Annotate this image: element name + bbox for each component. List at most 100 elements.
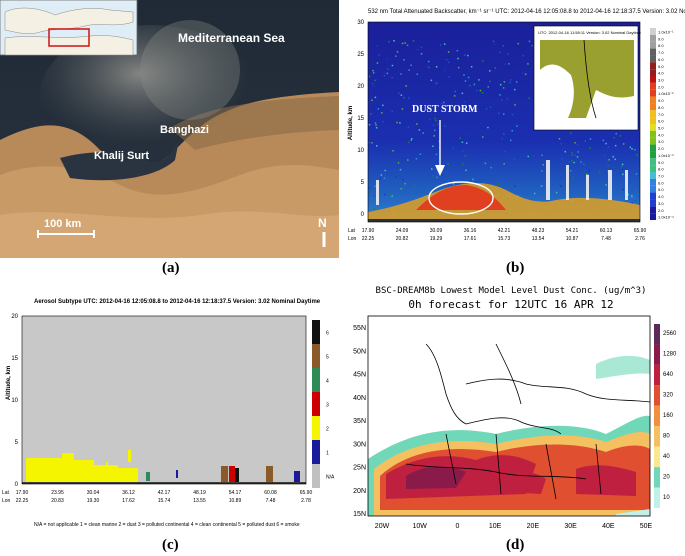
north-label: N [318,216,327,230]
backscatter-speckle [503,133,505,135]
backscatter-speckle [514,185,516,187]
colorbar-swatch [650,151,656,159]
backscatter-speckle [379,177,382,180]
backscatter-speckle [447,163,449,165]
backscatter-speckle [627,193,629,196]
panel-d-dust-forecast: BSC-DREAM8b Lowest Model Level Dust Conc… [346,284,685,540]
colorbar-swatch [650,185,656,193]
lat-tick-label: 30.04 [87,490,100,496]
backscatter-speckle [461,141,464,143]
backscatter-speckle [435,153,438,156]
backscatter-speckle [411,138,413,140]
backscatter-speckle [634,200,636,202]
backscatter-speckle [373,195,376,197]
backscatter-speckle [472,179,474,181]
backscatter-speckle [450,107,452,110]
backscatter-speckle [612,155,614,158]
colorbar-swatch [650,130,656,138]
backscatter-speckle [390,184,393,186]
backscatter-speckle [463,100,466,103]
colorbar-swatch [650,76,656,83]
backscatter-speckle [420,53,423,55]
backscatter-speckle [487,86,489,88]
dust-colorbar-swatch [654,385,660,406]
backscatter-speckle [410,64,412,66]
backscatter-speckle [631,202,633,204]
backscatter-speckle [478,79,480,81]
lat-tick-label: 23.95 [51,490,64,496]
backscatter-speckle [498,183,500,185]
y-tick-label: 25 [357,52,364,58]
backscatter-speckle [598,171,601,173]
backscatter-speckle [453,95,456,97]
dust-subtype-region [26,450,138,482]
lat-tick-label: 24.09 [396,228,409,234]
dust-colorbar-swatch [654,426,660,447]
backscatter-speckle [447,61,450,64]
colorbar-swatch [650,110,656,118]
backscatter-speckle [461,163,464,165]
lat-tick-label: 40N [353,395,366,402]
backscatter-speckle [582,164,584,167]
backscatter-speckle [457,66,460,69]
backscatter-speckle [502,45,505,47]
backscatter-speckle [614,144,617,147]
backscatter-speckle [522,72,524,74]
backscatter-speckle [416,73,418,75]
colorbar-swatch [650,192,656,200]
lon-tick-label: 13.54 [532,236,545,242]
backscatter-speckle [571,152,573,154]
backscatter-speckle [405,85,407,87]
backscatter-speckle [477,155,480,157]
backscatter-speckle [479,89,482,92]
backscatter-speckle [637,155,639,157]
dust-colorbar-label: 20 [663,474,670,480]
backscatter-speckle [504,150,506,153]
backscatter-speckle [541,154,543,157]
backscatter-speckle [476,89,478,92]
panel-b-backscatter: 532 nm Total Attenuated Backscatter, km⁻… [346,0,685,258]
subtype-colorbar-swatch [312,344,320,368]
backscatter-speckle [485,107,488,110]
backscatter-speckle [420,46,423,49]
colorbar-swatch [650,96,656,104]
backscatter-speckle [491,172,493,174]
backscatter-speckle [407,126,410,128]
backscatter-speckle [584,140,586,142]
dust-colorbar-label: 40 [663,454,670,460]
y-tick-label: 10 [357,148,364,154]
backscatter-speckle [386,57,388,60]
backscatter-speckle [588,171,590,173]
colorbar-tick-label: 9.0 [658,98,664,103]
backscatter-speckle [626,141,629,144]
backscatter-speckle [436,176,438,179]
backscatter-speckle [452,147,454,150]
backscatter-speckle [435,66,438,68]
backscatter-speckle [589,147,591,149]
backscatter-speckle [568,161,570,163]
colorbar-swatch [650,103,656,111]
colorbar-swatch [650,62,656,70]
y-tick-label: 15 [11,356,18,362]
lat-tick-label: 17.90 [362,228,375,234]
backscatter-speckle [573,161,575,164]
backscatter-speckle [622,188,624,191]
colorbar-swatch [650,206,656,214]
panel-a-label: (a) [162,260,180,276]
lon-tick-label: 7.48 [266,498,276,504]
colorbar-tick-label: 2.0 [658,146,664,151]
backscatter-speckle [588,169,590,171]
backscatter-speckle [577,151,579,153]
colorbar-swatch [650,178,656,186]
lon-tick-label: 20W [375,523,390,530]
backscatter-speckle [444,125,446,127]
lat-tick-label: 54.17 [229,490,242,496]
sea-label: Mediterranean Sea [178,31,285,45]
lon-tick-label: 15.74 [158,498,171,504]
backscatter-speckle [435,119,437,122]
backscatter-speckle [441,174,443,176]
backscatter-speckle [533,192,536,195]
backscatter-speckle [467,54,469,57]
backscatter-speckle [621,168,624,171]
backscatter-speckle [528,97,530,99]
